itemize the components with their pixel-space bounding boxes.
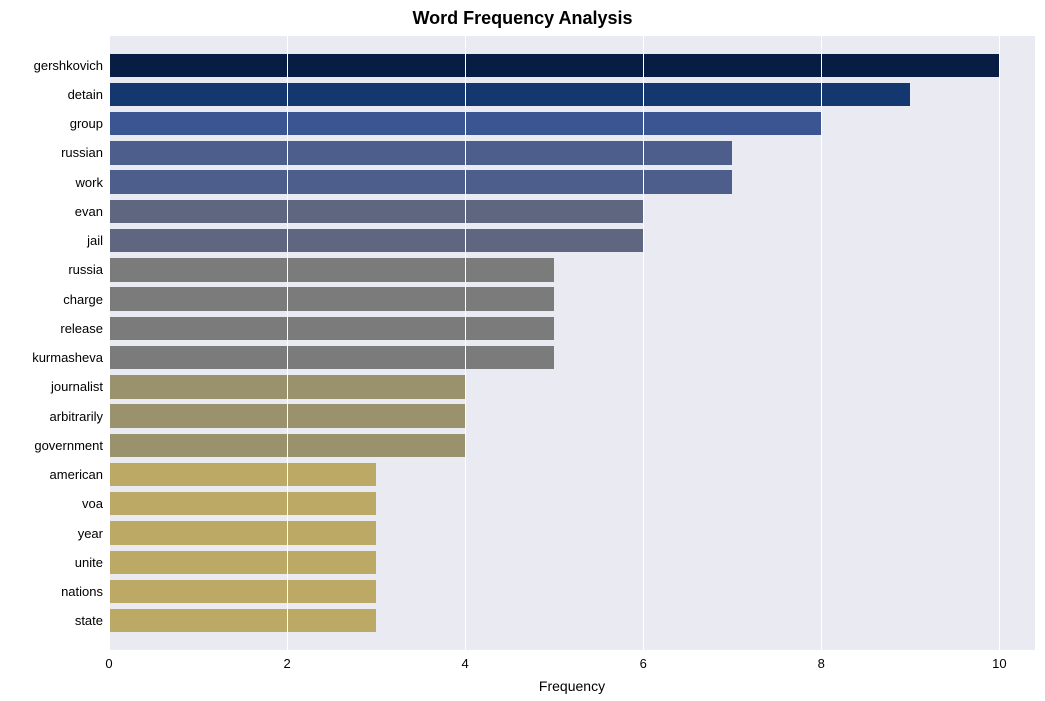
y-tick-label: gershkovich [34, 58, 103, 73]
y-tick-label: kurmasheva [32, 350, 103, 365]
y-tick-label: government [34, 438, 103, 453]
bar [109, 287, 554, 310]
gridline [109, 36, 110, 650]
x-tick-label: 8 [801, 656, 841, 671]
bar [109, 54, 999, 77]
x-tick-label: 4 [445, 656, 485, 671]
y-tick-label: unite [75, 555, 103, 570]
y-tick-label: voa [82, 496, 103, 511]
y-tick-label: work [76, 175, 103, 190]
bar [109, 492, 376, 515]
bar [109, 580, 376, 603]
gridline [643, 36, 644, 650]
plot-area [109, 36, 1035, 650]
y-tick-label: russian [61, 145, 103, 160]
chart-title: Word Frequency Analysis [0, 8, 1045, 29]
x-tick-label: 0 [89, 656, 129, 671]
bar [109, 551, 376, 574]
y-tick-label: arbitrarily [50, 409, 103, 424]
y-tick-label: state [75, 613, 103, 628]
x-axis-title: Frequency [109, 678, 1035, 694]
gridline [821, 36, 822, 650]
bar [109, 229, 643, 252]
y-tick-label: nations [61, 584, 103, 599]
y-tick-label: journalist [51, 379, 103, 394]
y-tick-label: russia [68, 262, 103, 277]
y-tick-label: american [50, 467, 103, 482]
gridline [465, 36, 466, 650]
bar [109, 170, 732, 193]
chart-container: Word Frequency Analysis Frequency gershk… [0, 0, 1045, 701]
gridline [999, 36, 1000, 650]
gridline [287, 36, 288, 650]
y-tick-label: group [70, 116, 103, 131]
bar [109, 141, 732, 164]
y-tick-label: evan [75, 204, 103, 219]
bar [109, 609, 376, 632]
y-tick-label: detain [68, 87, 103, 102]
bar [109, 83, 910, 106]
x-tick-label: 6 [623, 656, 663, 671]
bar [109, 317, 554, 340]
bar [109, 200, 643, 223]
bar [109, 258, 554, 281]
y-tick-label: charge [63, 292, 103, 307]
bar [109, 463, 376, 486]
y-tick-label: release [60, 321, 103, 336]
y-tick-label: year [78, 526, 103, 541]
y-tick-label: jail [87, 233, 103, 248]
bar [109, 346, 554, 369]
x-tick-label: 10 [979, 656, 1019, 671]
x-tick-label: 2 [267, 656, 307, 671]
bar [109, 521, 376, 544]
